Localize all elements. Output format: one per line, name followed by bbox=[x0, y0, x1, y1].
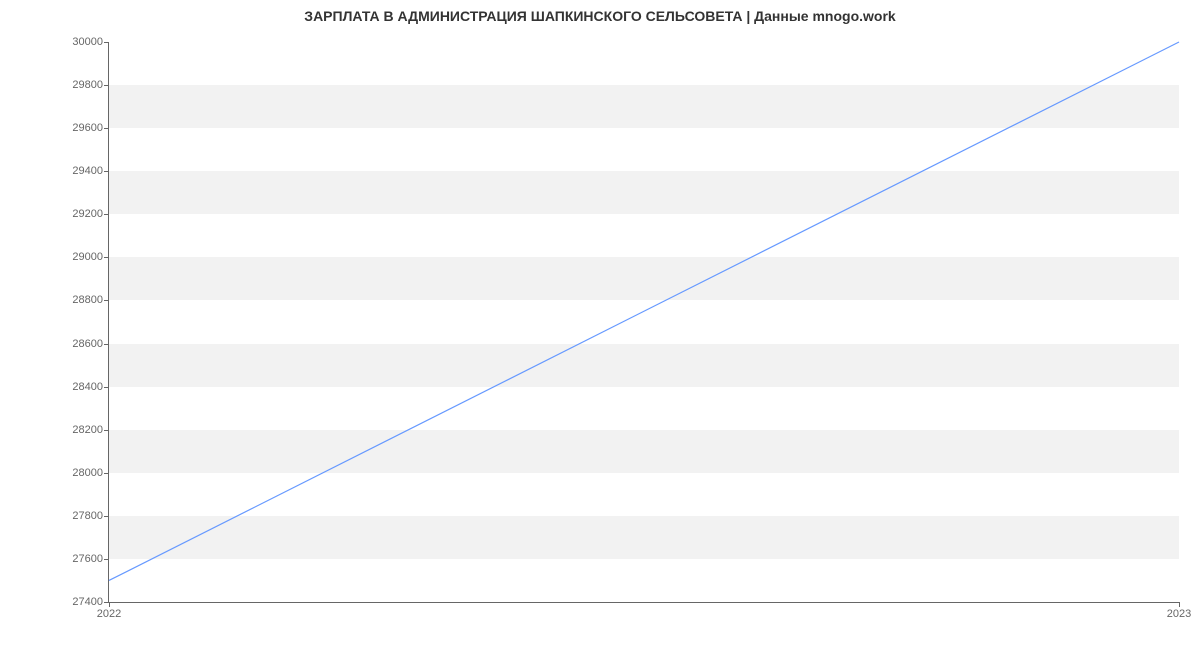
y-axis-tick-mark bbox=[104, 257, 109, 258]
y-axis-tick-mark bbox=[104, 344, 109, 345]
chart-line-layer bbox=[109, 42, 1179, 602]
plot-area: 2740027600278002800028200284002860028800… bbox=[108, 42, 1179, 603]
y-axis-tick-mark bbox=[104, 42, 109, 43]
salary-line-chart: ЗАРПЛАТА В АДМИНИСТРАЦИЯ ШАПКИНСКОГО СЕЛ… bbox=[0, 0, 1200, 650]
y-axis-tick-mark bbox=[104, 85, 109, 86]
y-axis-tick-mark bbox=[104, 516, 109, 517]
y-axis-tick-mark bbox=[104, 430, 109, 431]
y-axis-tick-mark bbox=[104, 128, 109, 129]
y-axis-tick-mark bbox=[104, 387, 109, 388]
series-line-salary bbox=[109, 42, 1179, 580]
y-axis-tick-mark bbox=[104, 171, 109, 172]
y-axis-tick-mark bbox=[104, 300, 109, 301]
x-axis-tick-mark bbox=[109, 602, 110, 607]
chart-title: ЗАРПЛАТА В АДМИНИСТРАЦИЯ ШАПКИНСКОГО СЕЛ… bbox=[0, 8, 1200, 24]
y-axis-tick-mark bbox=[104, 559, 109, 560]
y-axis-tick-mark bbox=[104, 473, 109, 474]
y-axis-tick-mark bbox=[104, 214, 109, 215]
x-axis-tick-mark bbox=[1179, 602, 1180, 607]
